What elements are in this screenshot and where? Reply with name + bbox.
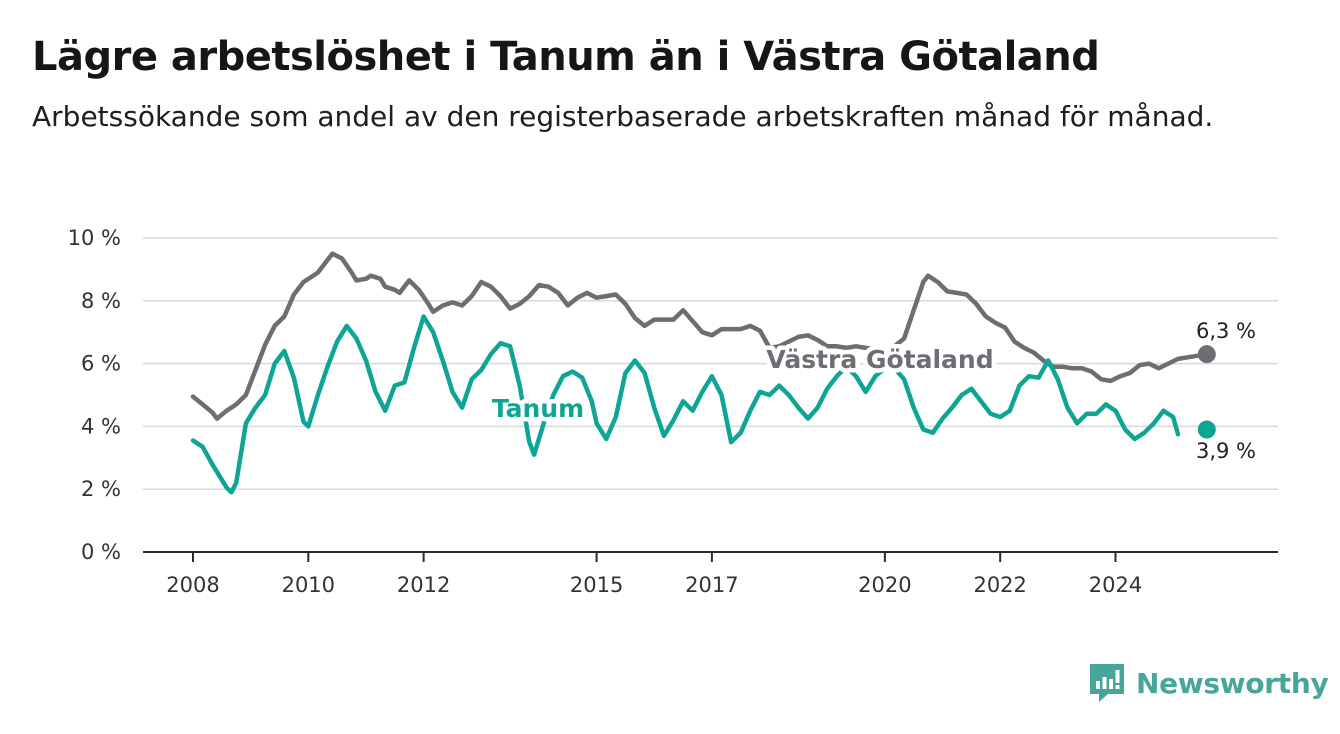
y-tick-label: 8 % [81, 289, 121, 313]
y-tick-label: 6 % [81, 352, 121, 376]
series-label: Västra Götaland [766, 345, 993, 374]
y-axis-ticks: 0 % 2 % 4 % 6 % 8 % 10 % [68, 226, 121, 564]
x-tick-label: 2010 [282, 573, 335, 597]
x-tick-label: 2022 [973, 573, 1026, 597]
newsworthy-logo[interactable]: Newsworthy [1088, 660, 1329, 706]
x-tick-label: 2015 [570, 573, 623, 597]
x-tick-label: 2012 [397, 573, 450, 597]
y-tick-label: 0 % [81, 540, 121, 564]
y-tick-label: 2 % [81, 477, 121, 501]
brand-name: Newsworthy [1136, 666, 1329, 700]
series-line-vastra-gotaland [190, 251, 1210, 421]
x-tick-label: 2020 [858, 573, 911, 597]
series-line-tanum [190, 314, 1181, 495]
end-value-label: 3,9 % [1196, 439, 1256, 463]
x-tick-label: 2008 [166, 573, 219, 597]
y-tick-label: 10 % [68, 226, 121, 250]
chart-subtitle: Arbetssökande som andel av den registerb… [32, 100, 1214, 133]
gridlines [143, 237, 1278, 490]
x-tick-label: 2024 [1089, 573, 1142, 597]
series-label: Tanum [492, 394, 584, 423]
series-lines [190, 251, 1216, 495]
y-tick-label: 4 % [81, 414, 121, 438]
series-end-point [1197, 420, 1216, 439]
x-axis: 2008 2010 2012 2015 2017 2020 2022 2024 [143, 551, 1278, 597]
chart-title: Lägre arbetslöshet i Tanum än i Västra G… [32, 34, 1100, 80]
end-value-label: 6,3 % [1196, 319, 1256, 343]
series-end-point [1197, 345, 1216, 364]
x-tick-label: 2017 [685, 573, 738, 597]
series-labels: Västra Götaland Tanum 6,3 % 3,9 % [487, 317, 1258, 466]
newsworthy-logo-icon [1090, 664, 1124, 702]
